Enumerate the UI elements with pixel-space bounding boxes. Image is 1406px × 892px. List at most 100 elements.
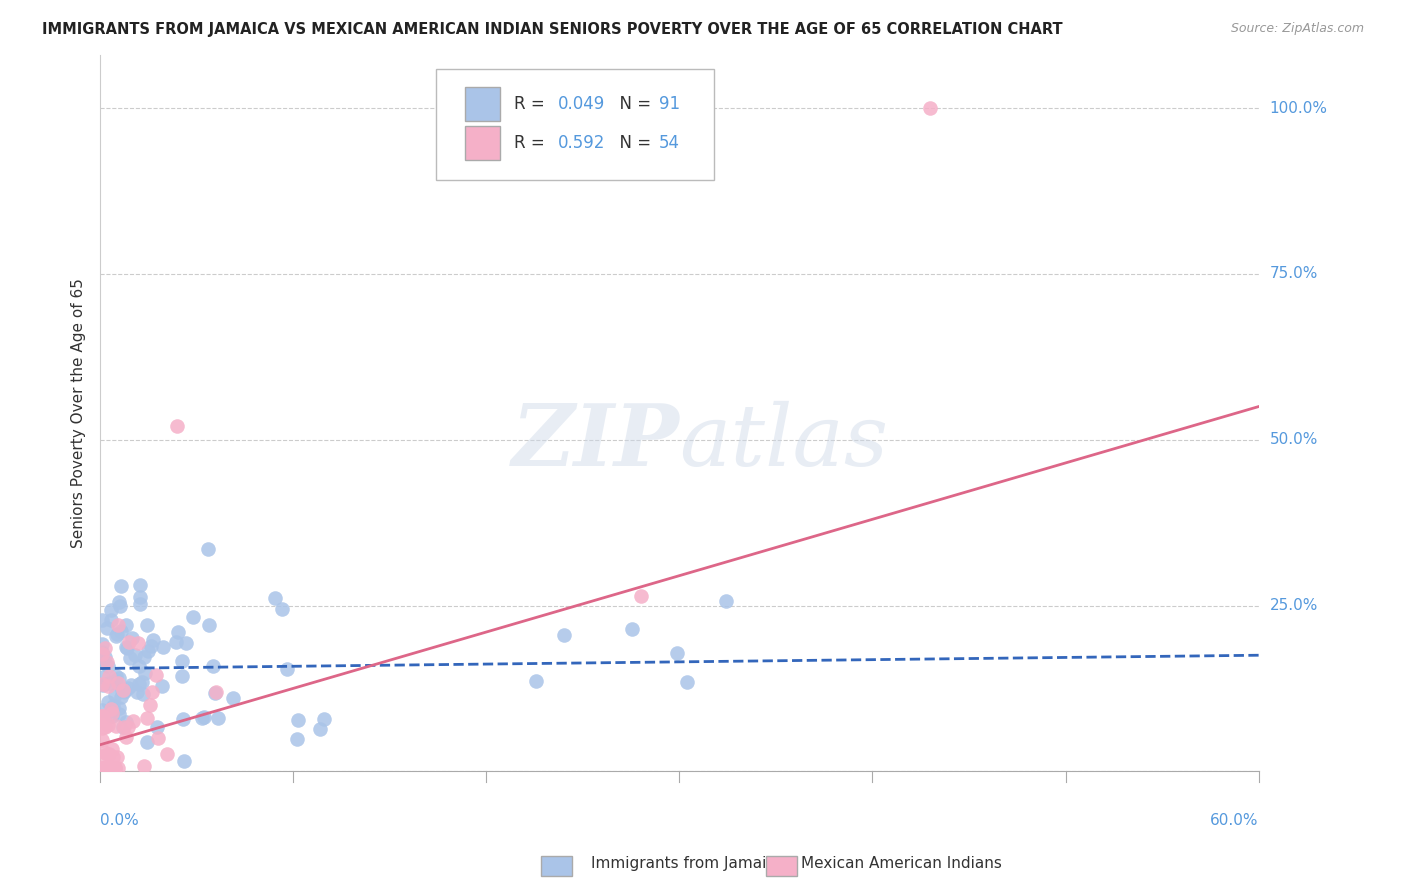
Point <box>100 742 122 756</box>
Point <box>91 645 114 659</box>
Point <box>110 690 132 704</box>
Point <box>112 684 135 698</box>
Text: 54: 54 <box>658 134 679 153</box>
Point <box>94 761 117 775</box>
Text: Mexican American Indians: Mexican American Indians <box>801 856 1002 871</box>
Point <box>146 731 169 745</box>
Point <box>101 706 124 720</box>
Point <box>128 659 150 673</box>
Point <box>166 635 188 649</box>
Point <box>96 747 118 761</box>
Point <box>115 640 138 655</box>
Point <box>127 685 149 699</box>
Point <box>111 683 134 698</box>
Point <box>100 603 122 617</box>
Text: 50.0%: 50.0% <box>1270 433 1317 447</box>
Point <box>263 591 285 606</box>
Text: 75.0%: 75.0% <box>1270 267 1317 282</box>
Point <box>676 675 699 690</box>
Point <box>167 624 190 639</box>
Point <box>524 673 547 688</box>
Text: N =: N = <box>609 134 657 153</box>
Point <box>91 709 114 723</box>
Point <box>122 714 145 728</box>
Point <box>91 613 114 627</box>
Point <box>91 677 114 691</box>
Point <box>100 761 122 775</box>
Point <box>93 761 115 775</box>
Point <box>132 687 155 701</box>
Point <box>105 673 128 687</box>
Point <box>107 706 129 721</box>
Text: 91: 91 <box>658 95 679 112</box>
Point <box>107 617 129 632</box>
Point <box>91 703 114 717</box>
Point <box>666 646 689 660</box>
Text: 60.0%: 60.0% <box>1211 813 1258 828</box>
Point <box>114 730 136 744</box>
Point <box>110 579 132 593</box>
Point <box>97 718 120 732</box>
Point <box>91 761 114 775</box>
Point <box>129 591 152 605</box>
Point <box>105 718 128 732</box>
Point <box>107 676 129 690</box>
Text: 0.049: 0.049 <box>558 95 605 112</box>
Point <box>100 613 122 627</box>
Point <box>101 749 124 764</box>
Point <box>620 622 643 636</box>
Point <box>97 669 120 683</box>
Point <box>135 710 157 724</box>
Point <box>132 758 155 772</box>
Point <box>108 599 131 614</box>
Point <box>150 679 173 693</box>
Point <box>105 627 128 641</box>
FancyBboxPatch shape <box>436 70 714 180</box>
Text: 100.0%: 100.0% <box>1270 101 1327 116</box>
Text: Immigrants from Jamaica: Immigrants from Jamaica <box>591 856 783 871</box>
Point <box>107 701 129 715</box>
Point <box>104 761 127 775</box>
Point <box>91 709 114 723</box>
Point <box>91 761 114 775</box>
Point <box>93 713 115 727</box>
Point <box>91 721 114 735</box>
Text: 0.0%: 0.0% <box>100 813 139 828</box>
Point <box>128 677 150 691</box>
Point <box>152 640 174 654</box>
Point <box>181 610 204 624</box>
Point <box>117 681 139 695</box>
Point <box>115 641 138 656</box>
Point <box>97 747 120 762</box>
Point <box>170 654 193 668</box>
Point <box>141 684 163 698</box>
Point <box>115 618 138 632</box>
Point <box>93 670 115 684</box>
Point <box>115 714 138 729</box>
Point <box>91 733 114 747</box>
Point <box>139 698 162 712</box>
Text: atlas: atlas <box>679 401 889 483</box>
Point <box>172 669 194 683</box>
Point <box>138 644 160 658</box>
Point <box>191 711 214 725</box>
Point <box>96 655 118 669</box>
Point <box>100 702 122 716</box>
Point <box>222 690 245 705</box>
Point <box>920 101 942 115</box>
Point <box>117 720 139 734</box>
Point <box>714 593 737 607</box>
Text: N =: N = <box>609 95 657 112</box>
Point <box>97 679 120 693</box>
Point <box>129 598 152 612</box>
Point <box>630 589 652 603</box>
FancyBboxPatch shape <box>465 126 499 161</box>
Point <box>91 677 114 691</box>
Point <box>91 653 114 667</box>
Point <box>94 649 117 664</box>
Point <box>112 720 135 734</box>
Point <box>103 704 125 718</box>
Point <box>173 755 195 769</box>
Point <box>174 636 197 650</box>
Point <box>91 709 114 723</box>
